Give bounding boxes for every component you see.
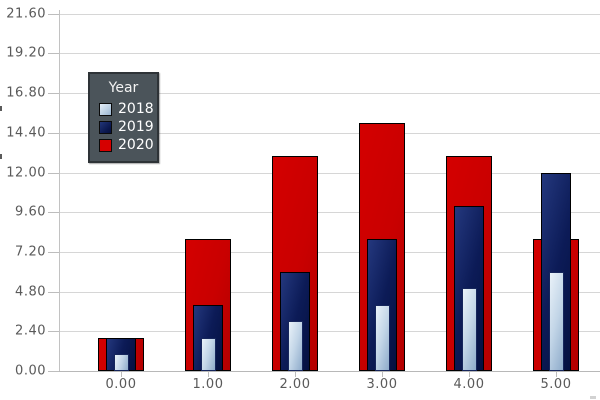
- x-axis-line: [59, 371, 600, 372]
- y-axis-title-clipped: [0, 154, 2, 159]
- bar-2018-cat4: [461, 288, 477, 371]
- legend-swatch-2020: [99, 138, 112, 152]
- gridline: [60, 172, 600, 174]
- gridline: [60, 212, 600, 214]
- x-tick-label: 5.00: [540, 377, 572, 392]
- legend-label: 2020: [118, 137, 154, 153]
- y-tick-label: 4.80: [15, 284, 46, 300]
- x-tick-label: 0.00: [105, 377, 137, 392]
- bar-2018-cat0: [113, 354, 129, 371]
- y-axis-tick: [48, 371, 59, 372]
- y-axis-tick: [48, 291, 59, 293]
- bar-2018-cat2: [287, 321, 303, 371]
- y-tick-label: 2.40: [15, 323, 46, 339]
- gridline: [60, 93, 600, 95]
- bar-2018-cat1: [200, 337, 216, 371]
- gridline: [60, 132, 600, 134]
- y-axis-tick: [48, 331, 59, 333]
- y-axis-tick: [48, 93, 59, 95]
- x-axis-tick: [382, 372, 383, 377]
- gridline: [60, 291, 600, 293]
- y-tick-label: 12.00: [6, 165, 46, 180]
- y-axis-title-clipped: [0, 106, 2, 111]
- y-tick-label: 14.40: [6, 125, 46, 141]
- y-axis-tick: [48, 212, 59, 214]
- x-axis-tick: [556, 372, 557, 377]
- legend-item: 2018: [99, 101, 157, 117]
- legend-label: 2018: [118, 101, 154, 117]
- y-axis-tick: [48, 251, 59, 253]
- y-axis-tick: [48, 53, 59, 55]
- gridline: [60, 331, 600, 333]
- y-axis-line: [59, 10, 60, 371]
- x-tick-label: 4.00: [453, 377, 485, 392]
- y-axis-tick: [48, 172, 59, 174]
- legend-items: 2018 2019 2020: [90, 101, 157, 153]
- y-tick-label: 0.00: [15, 363, 46, 379]
- legend: Year 2018 2019 2020: [88, 72, 159, 163]
- corner-artifact: [590, 396, 596, 399]
- y-tick-label: 7.20: [15, 244, 46, 260]
- x-tick-label: 2.00: [279, 377, 311, 392]
- legend-swatch-2019: [99, 120, 112, 134]
- y-tick-label: 16.80: [6, 85, 46, 101]
- legend-item: 2020: [99, 137, 157, 153]
- legend-swatch-2018: [99, 102, 112, 116]
- gridline: [60, 53, 600, 55]
- y-tick-label: 19.20: [6, 45, 46, 61]
- y-tick-label: 9.60: [15, 204, 46, 220]
- x-axis-tick: [295, 372, 296, 377]
- x-tick-label: 3.00: [366, 377, 398, 392]
- gridline: [60, 13, 600, 15]
- x-tick-label: 1.00: [192, 377, 224, 392]
- y-axis-tick: [48, 13, 59, 15]
- y-axis-tick: [48, 132, 59, 134]
- y-tick-label: 21.60: [6, 6, 46, 22]
- legend-label: 2019: [118, 119, 154, 135]
- gridline: [60, 251, 600, 253]
- bar-2018-cat3: [374, 304, 390, 371]
- legend-item: 2019: [99, 119, 157, 135]
- x-axis-tick: [469, 372, 470, 377]
- legend-title: Year: [108, 80, 139, 96]
- bar-2018-cat5: [548, 271, 564, 371]
- x-axis-tick: [208, 372, 209, 377]
- x-axis-tick: [121, 372, 122, 377]
